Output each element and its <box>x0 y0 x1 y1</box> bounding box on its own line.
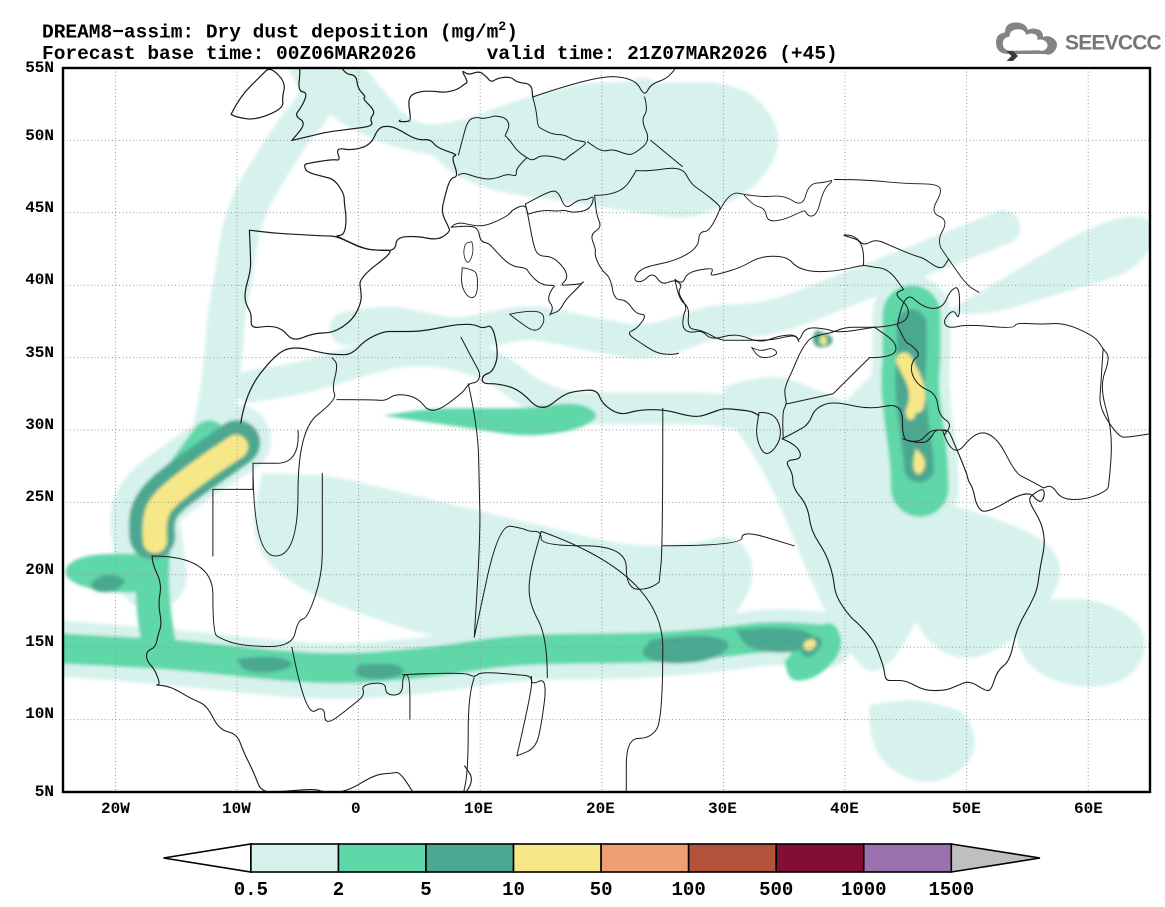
svg-text:1000: 1000 <box>841 879 887 901</box>
svg-text:500: 500 <box>759 879 793 901</box>
svg-text:5: 5 <box>420 879 431 901</box>
svg-text:10: 10 <box>502 879 525 901</box>
svg-text:SEEVCCC: SEEVCCC <box>1065 32 1162 55</box>
svg-text:100: 100 <box>672 879 706 901</box>
svg-text:0.5: 0.5 <box>234 879 268 901</box>
svg-text:2: 2 <box>333 879 344 901</box>
svg-text:50: 50 <box>590 879 613 901</box>
svg-text:1500: 1500 <box>928 879 974 901</box>
